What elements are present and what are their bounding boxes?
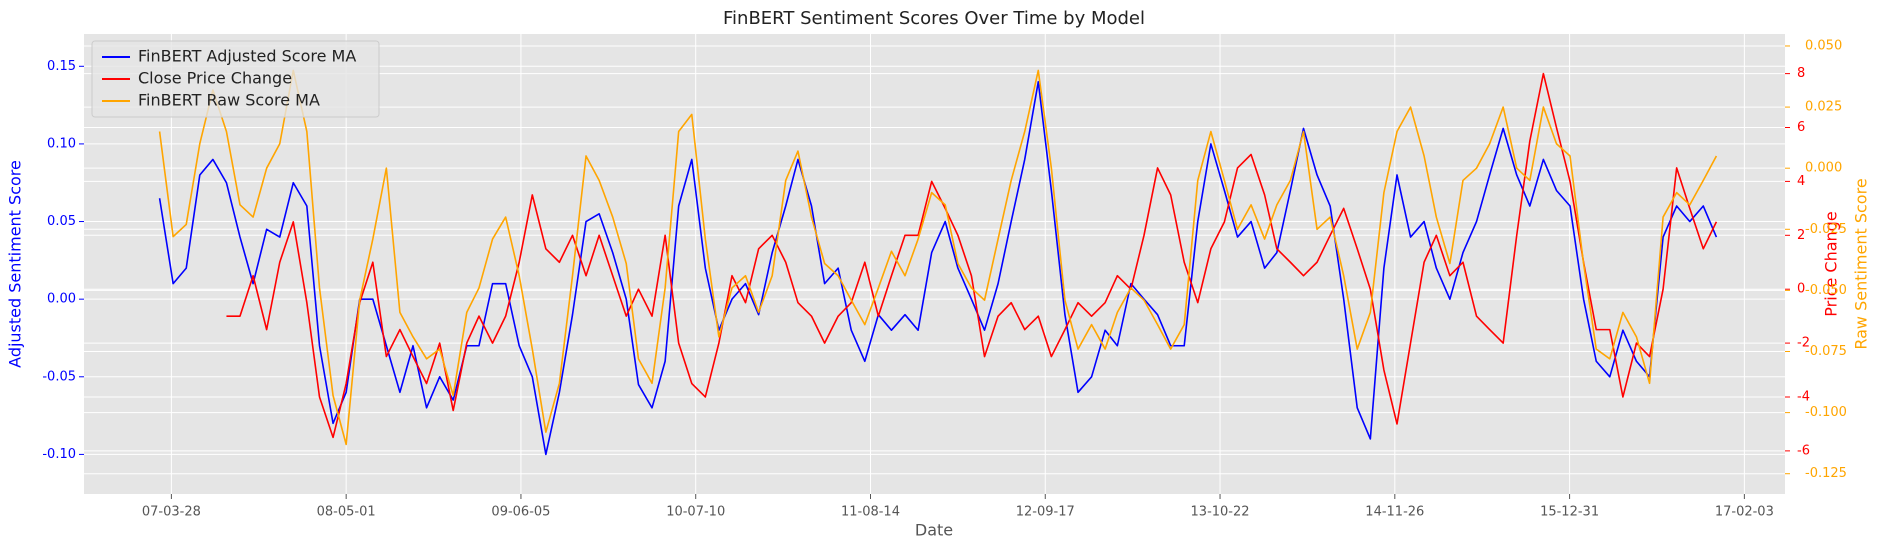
series-line [226,72,1718,439]
x-axis-label: Date [915,521,953,540]
legend-box [91,40,380,118]
y-tick-label: 0.15 [47,59,76,74]
x-tick-label: 09-06-05 [491,505,550,520]
y2-tick-label: 2 [1797,228,1805,243]
grid [84,34,1785,494]
y3-tick-label: 0.000 [1805,161,1842,176]
x-tick-label: 08-05-01 [317,505,376,520]
y3-tick-label: -0.075 [1805,344,1847,359]
series-line [158,69,1718,446]
y2-tick-label: 8 [1797,66,1805,81]
x-tick-label: 12-09-17 [1016,505,1075,520]
x-tick-label: 13-10-22 [1191,505,1250,520]
y3-tick-label: 0.025 [1805,100,1842,115]
y3-axis-label: Raw Sentiment Score [1852,178,1871,349]
y2-tick-label: -2 [1797,336,1810,351]
legend-label: Close Price Change [138,69,292,88]
y2-tick-label: 0 [1797,282,1805,297]
y3-tick-label: -0.125 [1805,466,1847,481]
legend-label: FinBERT Adjusted Score MA [138,47,356,66]
y-tick-label: 0.05 [47,214,76,229]
y3-tick-label: -0.100 [1805,405,1847,420]
y2-tick-label: -6 [1797,443,1810,458]
legend: FinBERT Adjusted Score MA Close Price Cha… [91,40,380,118]
y3-tick-label: -0.025 [1805,222,1847,237]
y-axis-label: Adjusted Sentiment Score [6,160,25,368]
x-tick-label: 10-07-10 [666,505,725,520]
x-tick-label: 07-03-28 [142,505,201,520]
x-tick-label: 14-11-26 [1365,505,1424,520]
series-line [158,81,1718,456]
y2-tick-label: -4 [1797,389,1810,404]
y3-tick-label: -0.050 [1805,283,1847,298]
chart-title: FinBERT Sentiment Scores Over Time by Mo… [723,8,1145,29]
y-tick-label: -0.10 [42,447,76,462]
x-tick-label: 17-02-03 [1715,505,1774,520]
y-tick-label: 0.00 [47,292,76,307]
y-tick-label: -0.05 [42,369,76,384]
y2-axis-label: Price Change [1822,211,1841,316]
y2-tick-label: 4 [1797,174,1805,189]
x-tick-label: 15-12-31 [1540,505,1599,520]
y3-tick-label: 0.050 [1805,38,1842,53]
legend-label: FinBERT Raw Score MA [138,91,320,110]
y2-tick-label: 6 [1797,120,1805,135]
y-tick-label: 0.10 [47,136,76,151]
x-tick-label: 11-08-14 [841,505,900,520]
